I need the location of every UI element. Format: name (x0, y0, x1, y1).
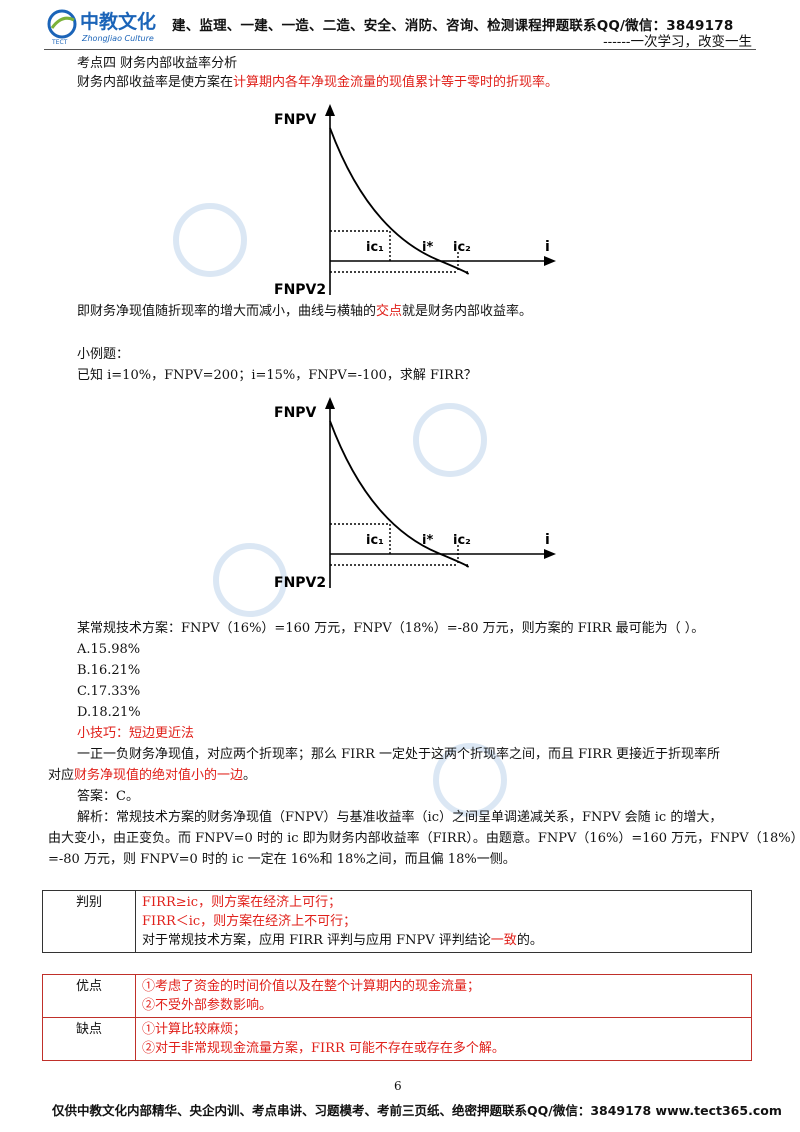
option-a: A.15.98% (77, 642, 141, 657)
chart-2-ic2: ic₂ (453, 533, 471, 548)
tip-line-1: 一正一负财务净现值，对应两个折现率；那么 FIRR 一定处于这两个折现率之间，而… (77, 747, 720, 762)
company-logo: 中教文化 ZhongJiao Culture TECT (47, 9, 156, 46)
tip-line-2-suffix: 。 (243, 768, 257, 783)
judge-row-3: 对于常规技术方案，应用 FIRR 评判与应用 FNPV 评判结论一致的。 (142, 933, 543, 948)
chart-1-curve (329, 127, 469, 275)
option-d: D.18.21% (77, 705, 141, 720)
tip-line-2: 对应财务净现值的绝对值小的一边。 (48, 766, 256, 786)
logo-main-text: 中教文化 (80, 10, 156, 33)
tip-heading: 小技巧：短边更近法 (77, 726, 195, 741)
option-c: C.17.33% (77, 684, 141, 699)
chart-note-highlight: 交点 (376, 304, 403, 319)
judge-table: 判别 FIRR≥ic，则方案在经济上可行； FIRR＜ic，则方案在经济上不可行… (42, 890, 752, 953)
chart-note-suffix: 就是财务内部收益率。 (402, 304, 533, 319)
option-b: B.16.21% (77, 663, 141, 678)
chart-1-y-arrow (325, 104, 335, 116)
fnpv-chart-2: FNPV ic₁ i* ic₂ i FNPV2 (274, 397, 556, 591)
chart-note: 即财务净现值随折现率的增大而减小，曲线与横轴的交点就是财务内部收益率。 (77, 302, 532, 322)
header-notice: 建、监理、一建、一造、二造、安全、消防、咨询、检测课程押题联系QQ/微信：384… (172, 18, 734, 34)
chart-1-x-arrow (544, 256, 556, 266)
cons-content: ①计算比较麻烦； ②对于非常规现金流量方案，FIRR 可能不存在或存在多个解。 (135, 1017, 752, 1061)
analysis-line-3: =-80 万元，则 FNPV=0 时的 ic 一定在 16%和 18%之间，而且… (48, 852, 516, 867)
tip-line-2-prefix: 对应 (48, 768, 75, 783)
chart-1-ic2: ic₂ (453, 240, 471, 255)
logo-tect-text: TECT (51, 39, 68, 46)
chart-1-ylabel: FNPV (274, 112, 317, 128)
chart-1-fnpv2: FNPV2 (274, 282, 326, 298)
chart-2-y-arrow (325, 397, 335, 409)
example-heading: 小例题： (77, 347, 130, 362)
definition-highlight: 计算期内各年净现金流量的现值累计等于零时的折现率。 (233, 75, 559, 90)
chart-2-curve (329, 420, 469, 568)
chart-2-ic1: ic₁ (366, 533, 384, 548)
footer-text: 仅供中教文化内部精华、央企内训、考点串讲、习题模考、考前三页纸、绝密押题联系QQ… (52, 1103, 782, 1118)
header-motto: ------一次学习，改变一生 (603, 34, 752, 50)
fnpv-chart-1: FNPV ic₁ i* ic₂ i FNPV2 (274, 104, 556, 298)
analysis-line-2: 由大变小，由正变负。而 FNPV=0 时的 ic 即为财务内部收益率（FIRR）… (48, 831, 800, 846)
watermark-logo (173, 203, 507, 817)
chart-1-axes (325, 104, 556, 295)
section-title: 考点四 财务内部收益率分析 (77, 56, 238, 71)
chart-1-istar: i* (422, 240, 433, 255)
pros-label: 优点 (42, 974, 136, 1018)
judge-row-2: FIRR＜ic，则方案在经济上不可行； (142, 914, 357, 929)
cons-label: 缺点 (42, 1017, 136, 1061)
chart-1-ic1: ic₁ (366, 240, 384, 255)
cons-item-1: ①计算比较麻烦； (142, 1022, 247, 1037)
tip-line-2-highlight: 财务净现值的绝对值小的一边 (74, 768, 244, 783)
example-given: 已知 i=10%，FNPV=200；i=15%，FNPV=-100，求解 FIR… (77, 368, 477, 383)
analysis-line-1: 解析：常规技术方案的财务净现值（FNPV）与基准收益率（ic）之间呈单调递减关系… (77, 810, 723, 825)
chart-note-prefix: 即财务净现值随折现率的增大而减小，曲线与横轴的 (77, 304, 377, 319)
definition-prefix: 财务内部收益率是使方案在 (77, 75, 234, 90)
chart-2-x-arrow (544, 549, 556, 559)
pros-content: ①考虑了资金的时间价值以及在整个计算期内的现金流量； ②不受外部参数影响。 (135, 974, 752, 1018)
answer: 答案：C。 (77, 789, 139, 804)
question-text: 某常规技术方案：FNPV（16%）=160 万元，FNPV（18%）=-80 万… (77, 621, 705, 636)
judge-content: FIRR≥ic，则方案在经济上可行； FIRR＜ic，则方案在经济上不可行； 对… (135, 890, 752, 953)
chart-2-fnpv2: FNPV2 (274, 575, 326, 591)
pros-item-1: ①考虑了资金的时间价值以及在整个计算期内的现金流量； (142, 979, 481, 994)
definition-line: 财务内部收益率是使方案在计算期内各年净现金流量的现值累计等于零时的折现率。 (77, 73, 558, 93)
judge-row-1: FIRR≥ic，则方案在经济上可行； (142, 895, 342, 910)
logo-sub-text: ZhongJiao Culture (81, 34, 154, 43)
cons-item-2: ②对于非常规现金流量方案，FIRR 可能不存在或存在多个解。 (142, 1041, 505, 1056)
chart-1-xlabel: i (545, 239, 550, 255)
judge-label: 判别 (42, 890, 136, 953)
chart-2-xlabel: i (545, 532, 550, 548)
chart-2-istar: i* (422, 533, 433, 548)
header-divider (44, 49, 756, 50)
pros-item-2: ②不受外部参数影响。 (142, 998, 273, 1013)
chart-2-ylabel: FNPV (274, 405, 317, 421)
pros-cons-table: 优点 ①考虑了资金的时间价值以及在整个计算期内的现金流量； ②不受外部参数影响。… (42, 974, 752, 1061)
page-number: 6 (394, 1079, 402, 1093)
